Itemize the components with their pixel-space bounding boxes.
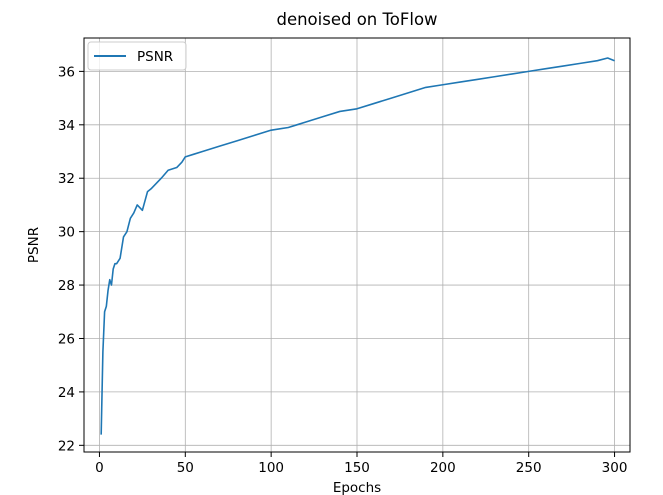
y-tick-label: 36 [58,64,75,80]
legend-box [87,41,187,71]
x-tick-label: 300 [602,460,628,476]
x-tick-label: 200 [430,460,456,476]
y-tick-label: 30 [58,225,75,241]
legend-label-psnr: PSNR [137,49,173,65]
x-axis-ticks: 0 50 100 150 200 250 300 [95,452,627,476]
x-tick-label: 0 [95,460,104,476]
series-line-psnr [100,57,615,435]
y-axis-label: PSNR [26,227,42,263]
legend: PSNR [87,41,187,71]
y-tick-label: 34 [58,118,75,134]
x-tick-label: 100 [258,460,284,476]
chart-title: denoised on ToFlow [276,10,437,29]
x-tick-label: 50 [177,460,194,476]
y-tick-label: 24 [58,385,75,401]
y-tick-label: 26 [58,331,75,347]
x-tick-label: 250 [516,460,542,476]
y-tick-label: 28 [58,278,75,294]
y-axis-ticks: 22 24 26 28 30 32 34 36 [58,64,84,454]
x-tick-label: 150 [344,460,370,476]
series-layer [100,57,615,435]
y-tick-label: 32 [58,171,75,187]
grid-lines [84,38,630,452]
y-tick-label: 22 [58,438,75,454]
x-axis-label: Epochs [333,480,381,495]
